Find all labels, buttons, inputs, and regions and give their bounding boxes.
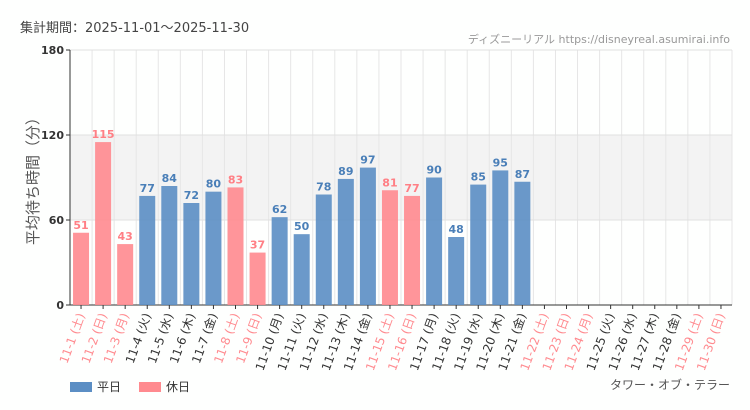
data-label: 87: [515, 168, 530, 181]
bar: [337, 178, 354, 305]
y-tick-label: 180: [41, 44, 64, 57]
y-tick-label: 120: [41, 129, 64, 142]
data-label: 115: [92, 128, 115, 141]
legend: 平日 休日: [70, 378, 190, 395]
bar: [448, 237, 465, 305]
bar: [426, 177, 443, 305]
data-label: 48: [449, 223, 464, 236]
data-label: 97: [360, 154, 375, 167]
data-label: 83: [228, 173, 243, 186]
legend-swatch: [70, 382, 92, 392]
data-label: 51: [73, 219, 88, 232]
bar: [227, 187, 244, 305]
data-label: 84: [162, 172, 178, 185]
y-tick-label: 60: [49, 214, 65, 227]
bar: [492, 170, 509, 305]
data-label: 78: [316, 181, 331, 194]
credit-label: ディズニーリアル https://disneyreal.asumirai.inf…: [467, 33, 730, 46]
bar: [161, 186, 178, 305]
bar: [315, 194, 332, 305]
data-label: 37: [250, 239, 265, 252]
period-label: 集計期間：2025-11-01～2025-11-30: [20, 21, 250, 36]
bar: [293, 234, 310, 305]
legend-label: 平日: [97, 380, 122, 394]
bar: [183, 203, 200, 305]
bar: [95, 142, 112, 305]
bar: [359, 167, 376, 305]
bar: [381, 190, 398, 305]
data-label: 85: [471, 171, 486, 184]
data-label: 89: [338, 165, 353, 178]
bar: [514, 181, 531, 305]
bar: [404, 195, 421, 305]
data-label: 81: [382, 176, 397, 189]
bar: [271, 217, 288, 305]
legend-swatch: [139, 382, 162, 392]
attraction-name: タワー・オブ・テラー: [609, 378, 730, 392]
legend-holiday[interactable]: 休日: [139, 378, 190, 395]
bar: [139, 195, 156, 305]
y-tick-label: 0: [56, 299, 64, 312]
data-label: 77: [404, 182, 419, 195]
y-axis-title: 平均待ち時間（分）: [24, 110, 42, 245]
data-label: 95: [493, 156, 508, 169]
data-label: 50: [294, 220, 310, 233]
bar: [117, 244, 134, 305]
data-label: 80: [206, 178, 222, 191]
bar: [470, 184, 487, 305]
data-label: 72: [184, 189, 199, 202]
legend-label: 休日: [166, 380, 191, 394]
bar: [249, 252, 266, 305]
bar: [73, 232, 90, 305]
data-label: 90: [426, 164, 442, 177]
data-label: 77: [140, 182, 155, 195]
data-label: 43: [118, 230, 133, 243]
legend-weekday[interactable]: 平日: [70, 378, 121, 395]
bar: [205, 191, 222, 305]
data-label: 62: [272, 203, 287, 216]
